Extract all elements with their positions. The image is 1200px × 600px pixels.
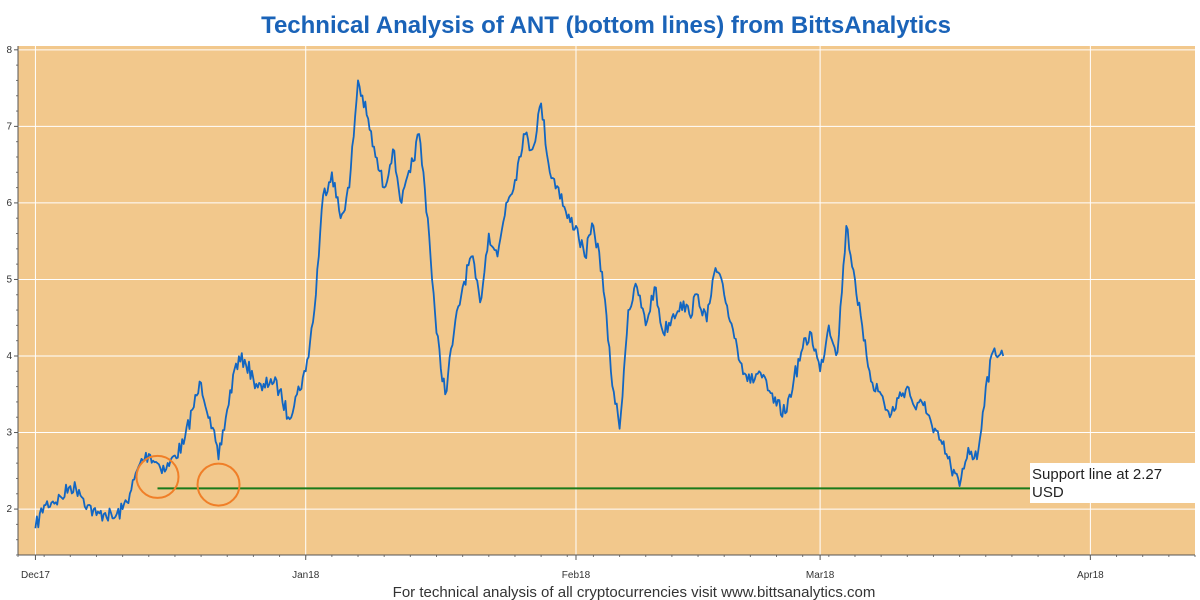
price-line-group <box>34 79 1005 529</box>
support-annotation-line1: Support line at 2.27 <box>1032 466 1162 483</box>
x-tick-label: Mar18 <box>806 570 835 581</box>
support-annotation-box <box>1030 463 1198 503</box>
y-tick-label: 3 <box>6 428 12 439</box>
x-tick-label: Jan18 <box>292 570 320 581</box>
y-tick-label: 6 <box>6 198 12 209</box>
circle-marker <box>135 454 180 499</box>
plot-background <box>18 46 1195 555</box>
circle-marker <box>196 462 241 507</box>
y-tick-label: 7 <box>6 121 12 132</box>
y-tick-label: 8 <box>6 45 12 56</box>
y-tick-label: 2 <box>6 504 12 515</box>
price-line <box>34 79 1005 529</box>
y-tick-label: 4 <box>6 351 12 362</box>
circle-markers <box>135 454 241 507</box>
support-annotation: Support line at 2.27 USD <box>1030 463 1198 503</box>
axes: 2 3 4 5 6 7 8 Dec17 Jan18 Feb18 Mar18 Apr18 <box>6 45 1196 581</box>
y-tick-label: 5 <box>6 274 12 285</box>
support-annotation-line2: USD <box>1032 484 1064 501</box>
footer-text: For technical analysis of all cryptocurr… <box>393 584 876 600</box>
x-tick-label: Dec17 <box>21 570 50 581</box>
chart-title: Technical Analysis of ANT (bottom lines)… <box>261 12 951 39</box>
x-tick-label: Apr18 <box>1077 570 1104 581</box>
x-tick-label: Feb18 <box>562 570 591 581</box>
